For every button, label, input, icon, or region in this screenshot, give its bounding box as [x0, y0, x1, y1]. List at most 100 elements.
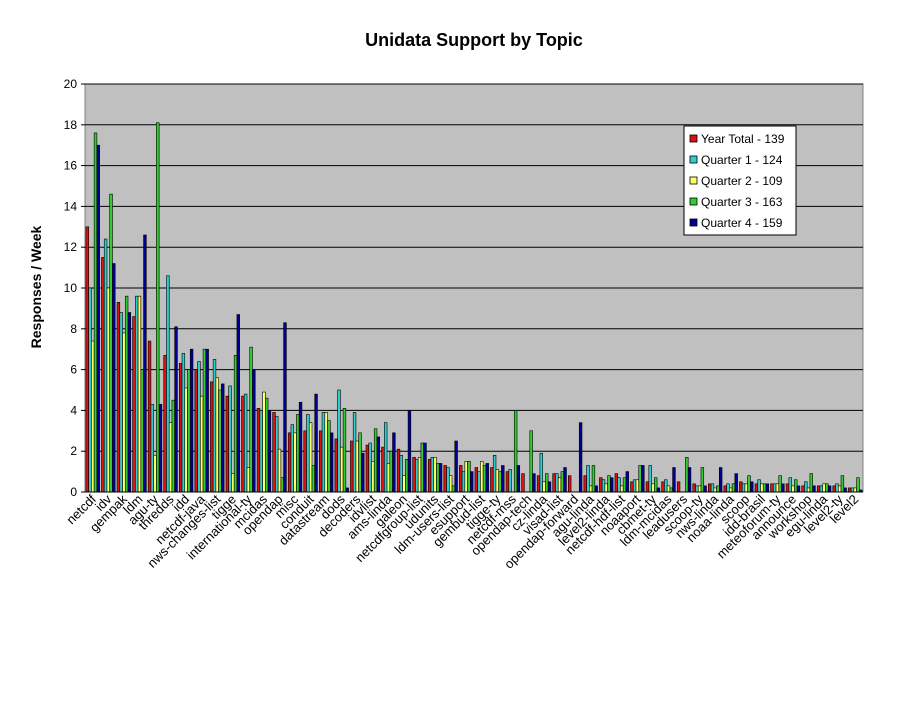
bar [103, 238, 108, 493]
bar [293, 432, 297, 493]
bar [96, 144, 100, 493]
bar [801, 485, 805, 493]
bar [806, 487, 811, 493]
bar [589, 485, 593, 493]
bar [402, 475, 406, 493]
bar [262, 391, 266, 493]
bar [654, 477, 658, 493]
y-tick-label: 6 [70, 363, 77, 377]
bar [329, 432, 334, 493]
bar [804, 481, 808, 493]
bar [638, 465, 642, 493]
bar [825, 483, 829, 493]
bar [405, 459, 409, 493]
bar [163, 355, 167, 493]
bar [127, 312, 132, 493]
bar [267, 410, 272, 493]
bar [505, 471, 510, 493]
bar [202, 348, 207, 493]
bar [490, 467, 494, 493]
bar [625, 471, 629, 493]
bar [399, 454, 403, 493]
bar [604, 483, 608, 493]
bar [321, 412, 326, 493]
bar [601, 479, 606, 493]
bar [477, 471, 481, 493]
bar [140, 369, 144, 493]
bar [794, 479, 798, 493]
bar [252, 369, 256, 493]
bar [324, 412, 328, 493]
bar [467, 461, 471, 493]
bar [433, 457, 437, 493]
bar [109, 193, 113, 493]
bar [557, 477, 562, 493]
bar [277, 448, 282, 493]
bar [215, 377, 219, 493]
bar [389, 450, 393, 493]
bar [835, 483, 839, 493]
bar [480, 461, 484, 493]
bar [695, 485, 699, 493]
bar [560, 471, 564, 493]
bar [591, 465, 596, 493]
bar [656, 487, 661, 493]
bar [448, 475, 453, 493]
bar [124, 295, 129, 493]
bar [451, 485, 456, 493]
y-tick-label: 14 [64, 199, 78, 213]
bar [708, 483, 712, 493]
bar [290, 424, 294, 493]
bar [352, 412, 357, 493]
bar [843, 487, 847, 493]
bar [106, 287, 111, 493]
bar [495, 469, 500, 493]
bar [645, 481, 650, 493]
legend-entry: Quarter 3 - 163 [701, 195, 783, 209]
bar [236, 314, 240, 493]
bar [492, 454, 497, 493]
bar [610, 477, 614, 493]
bar [340, 446, 344, 493]
chart-title: Unidata Support by Topic [365, 30, 583, 50]
bar [840, 475, 845, 493]
bar [819, 485, 824, 493]
bar [676, 481, 681, 493]
bar [101, 257, 105, 493]
bar [796, 485, 801, 493]
bar [412, 457, 416, 493]
bar [853, 487, 857, 493]
bar [296, 414, 300, 493]
bar [666, 485, 671, 493]
bar [171, 399, 175, 493]
bar [586, 465, 590, 493]
bar [91, 340, 95, 493]
bar [116, 301, 121, 493]
legend-swatch [689, 218, 698, 227]
bar [703, 485, 707, 493]
bar [775, 483, 780, 493]
bar [443, 465, 447, 493]
bar [482, 465, 487, 493]
bar [552, 473, 556, 493]
legend-entry: Quarter 2 - 109 [701, 174, 783, 188]
bar [827, 485, 832, 493]
bar [371, 461, 375, 493]
bar [311, 465, 316, 493]
bar [454, 440, 458, 493]
bar [386, 463, 391, 493]
legend-swatch [689, 176, 698, 185]
bar [539, 452, 543, 493]
bar [607, 475, 611, 493]
bar [259, 410, 263, 493]
bar [521, 473, 525, 493]
bar [785, 483, 790, 493]
bar [178, 363, 183, 493]
bar [200, 395, 204, 493]
bar [791, 485, 795, 493]
bar [632, 479, 637, 493]
bar [778, 475, 782, 493]
y-tick-label: 2 [70, 444, 77, 458]
bar [337, 389, 341, 493]
